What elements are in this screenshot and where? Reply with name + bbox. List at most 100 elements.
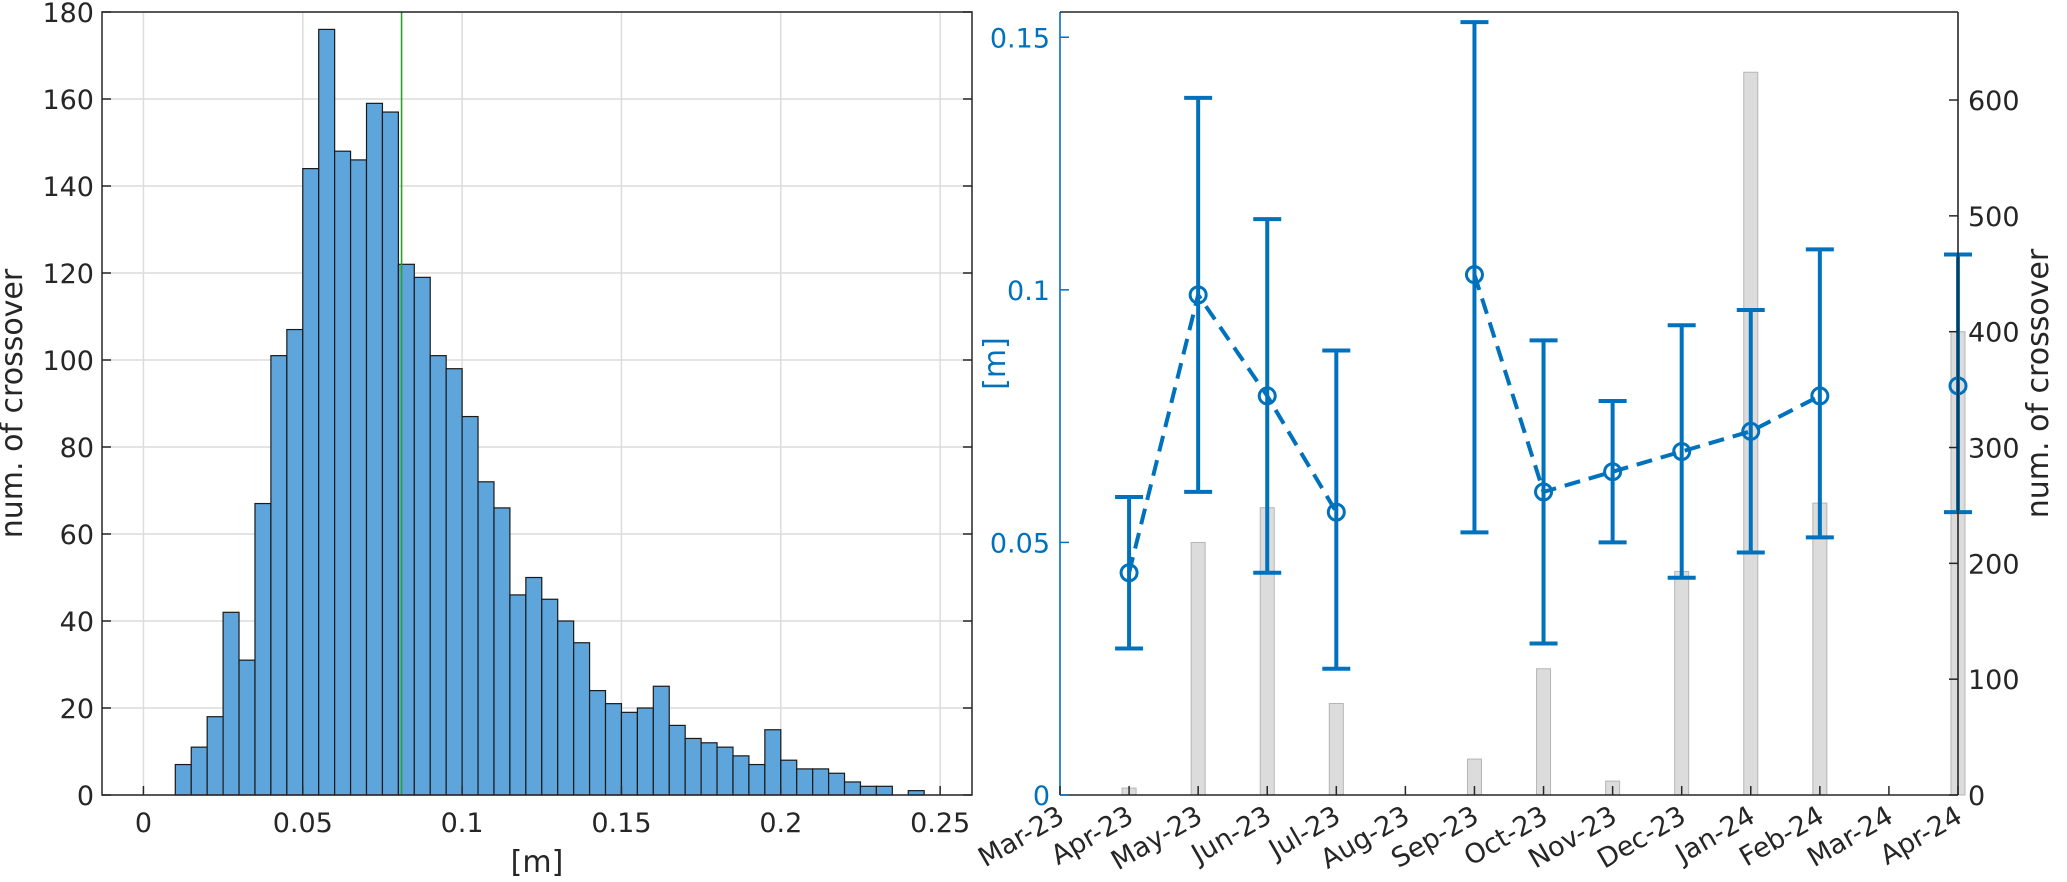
histogram-bar (334, 150, 352, 796)
left-y-tick-label: 0 (1033, 781, 1050, 812)
histogram-bar (764, 729, 782, 796)
histogram-bar (493, 507, 511, 796)
histogram-bar (222, 611, 240, 796)
histogram-bar (525, 576, 543, 796)
right-y-tick-label: 500 (1968, 202, 2020, 233)
left-y-tick-label: 0.15 (990, 23, 1050, 54)
x-tick-label: Mar-23 (973, 800, 1069, 874)
histogram-bar (700, 742, 718, 796)
right-y-tick-label: 0 (1968, 781, 1985, 812)
monthly-panel: 00.050.10.150100200300400500600Mar-23Apr… (973, 11, 2056, 877)
histogram-bar (429, 355, 447, 796)
y-tick-label: 180 (42, 0, 94, 29)
histogram-bar (286, 328, 304, 796)
histogram-bar (461, 415, 479, 796)
histogram-bar (174, 763, 192, 796)
histogram-ticks: 0 0.05 0.1 0.15 0.2 0.25 0 20 40 60 80 100 120 140 160… (42, 0, 972, 839)
mean-marker (1810, 386, 1830, 406)
histogram-x-axis-label: [m] (511, 845, 564, 880)
histogram-bar (812, 768, 830, 796)
errorbars (1115, 20, 1972, 671)
mean-marker (1464, 265, 1484, 285)
mean-marker (1603, 462, 1623, 482)
mean-marker (1188, 285, 1208, 305)
monthly-right-axis-label: num. of crossover (2021, 248, 2056, 518)
histogram-bar (668, 724, 686, 796)
histogram-bar (859, 785, 877, 796)
histogram-bar (875, 785, 893, 796)
histogram-bar (206, 716, 224, 796)
y-tick-label: 120 (42, 259, 94, 290)
histogram-bar (302, 168, 320, 796)
x-tick-label: 0.15 (591, 808, 651, 839)
left-y-tick-label: 0.1 (1007, 276, 1050, 307)
right-y-tick-label: 200 (1968, 549, 2020, 580)
histogram-bar (684, 737, 702, 796)
histogram-bar (509, 594, 527, 796)
histogram-bar (716, 746, 734, 796)
histogram-bar (732, 755, 750, 796)
right-y-tick-label: 100 (1968, 665, 2020, 696)
histogram-bar (349, 159, 368, 796)
histogram-bar (477, 481, 495, 796)
histogram-bar (636, 707, 654, 796)
y-tick-label: 0 (77, 781, 94, 812)
count-bar (1328, 702, 1344, 796)
x-tick-label: 0.2 (759, 808, 802, 839)
mean-marker (1119, 563, 1139, 583)
mean-marker (1534, 482, 1554, 502)
histogram-bars (174, 28, 925, 796)
histogram-axes-frame (101, 11, 973, 796)
histogram-panel: 0 0.05 0.1 0.15 0.2 0.25 0 20 40 60 80 100 120 140 160… (0, 0, 973, 880)
histogram-bar (780, 759, 798, 796)
y-tick-label: 140 (42, 172, 94, 203)
mean-marker (1326, 502, 1346, 522)
histogram-bar (270, 355, 288, 796)
right-y-tick-label: 300 (1968, 434, 2020, 465)
histogram-bar (604, 703, 623, 796)
histogram-bar (827, 772, 846, 796)
histogram-bar (796, 768, 814, 796)
histogram-bar (652, 685, 670, 796)
histogram-bar (254, 502, 272, 796)
right-y-tick-label: 600 (1968, 86, 2020, 117)
histogram-bar (365, 102, 384, 796)
x-tick-label: Jun-23 (1185, 800, 1277, 871)
histogram-bar (413, 276, 431, 796)
histogram-bar (541, 598, 559, 796)
mean-marker (1257, 386, 1277, 406)
x-tick-label: 0.1 (441, 808, 484, 839)
monthly-axes (1059, 11, 1959, 796)
y-tick-label: 160 (42, 85, 94, 116)
y-tick-label: 80 (60, 433, 94, 464)
mean-marker (1741, 421, 1761, 441)
right-y-tick-label: 400 (1968, 318, 2020, 349)
histogram-bar (445, 368, 463, 796)
histogram-bar (588, 689, 607, 796)
histogram-y-axis-label: num. of crossover (0, 268, 30, 538)
y-tick-label: 40 (60, 607, 94, 638)
monthly-ticks: 00.050.10.150100200300400500600Mar-23Apr… (973, 23, 2019, 877)
mean-markers (1119, 265, 1968, 583)
count-bar (1190, 541, 1206, 796)
y-tick-label: 100 (42, 346, 94, 377)
count-bar (1536, 668, 1552, 796)
x-tick-label: 0 (135, 808, 152, 839)
histogram-bar (238, 659, 256, 796)
mean-marker (1672, 441, 1692, 461)
histogram-bar (843, 781, 862, 796)
count-bar (1812, 502, 1828, 796)
histogram-bar (557, 620, 575, 796)
histogram-bar (573, 642, 591, 796)
histogram-bar (748, 763, 766, 796)
monthly-left-axis-label: [m] (978, 337, 1013, 390)
y-tick-label: 20 (60, 694, 94, 725)
left-y-tick-label: 0.05 (990, 528, 1050, 559)
histogram-bar (318, 28, 336, 796)
histogram-bar (190, 746, 208, 796)
y-tick-label: 60 (60, 520, 94, 551)
x-tick-label: 0.05 (273, 808, 333, 839)
x-tick-label: 0.25 (910, 808, 970, 839)
histogram-bar (620, 711, 638, 796)
